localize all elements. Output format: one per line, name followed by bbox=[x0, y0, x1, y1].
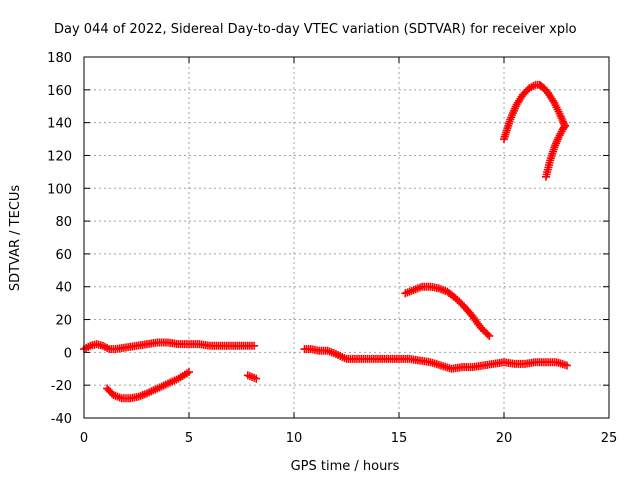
data-point bbox=[483, 330, 492, 339]
series-arc4 bbox=[300, 345, 571, 373]
data-point bbox=[485, 331, 494, 340]
y-tick-label: 80 bbox=[55, 215, 72, 230]
series-arc7 bbox=[542, 121, 569, 181]
y-tick-label: 40 bbox=[55, 281, 72, 296]
x-tick-label: 0 bbox=[80, 431, 88, 446]
grid bbox=[84, 57, 609, 418]
y-tick-label: 100 bbox=[47, 182, 72, 197]
y-tick-label: -20 bbox=[51, 379, 72, 394]
x-tick-label: 5 bbox=[185, 431, 193, 446]
data-point bbox=[250, 341, 259, 350]
series-arc2 bbox=[103, 368, 193, 403]
axis-ticks: 0 5 10 15 20 25 -40 -20 0 20 40 60 80 100 120 140 160 180 bbox=[47, 51, 617, 446]
series-arc6 bbox=[500, 80, 569, 144]
x-tick-label: 20 bbox=[496, 431, 513, 446]
y-tick-label: -40 bbox=[51, 412, 72, 427]
x-tick-label: 25 bbox=[601, 431, 618, 446]
data-points bbox=[80, 80, 571, 403]
x-tick-label: 10 bbox=[286, 431, 303, 446]
x-axis-label: GPS time / hours bbox=[291, 459, 400, 474]
y-tick-label: 160 bbox=[47, 84, 72, 99]
y-tick-label: 120 bbox=[47, 149, 72, 164]
y-tick-label: 60 bbox=[55, 248, 72, 263]
data-point bbox=[252, 374, 261, 383]
y-axis-label: SDTVAR / TECUs bbox=[8, 185, 23, 292]
plot-frame bbox=[83, 56, 610, 419]
y-tick-label: 180 bbox=[47, 51, 72, 66]
chart-title: Day 044 of 2022, Sidereal Day-to-day VTE… bbox=[54, 22, 577, 37]
data-point bbox=[560, 121, 569, 130]
y-tick-label: 140 bbox=[47, 117, 72, 132]
data-point bbox=[185, 368, 193, 377]
data-point bbox=[563, 361, 571, 370]
series-arc3 bbox=[243, 371, 261, 383]
series-arc1 bbox=[80, 338, 259, 354]
x-tick-label: 15 bbox=[391, 431, 408, 446]
data-point bbox=[559, 123, 568, 132]
y-tick-label: 20 bbox=[55, 314, 72, 329]
series-arc5 bbox=[401, 282, 494, 340]
y-tick-label: 0 bbox=[64, 346, 72, 361]
